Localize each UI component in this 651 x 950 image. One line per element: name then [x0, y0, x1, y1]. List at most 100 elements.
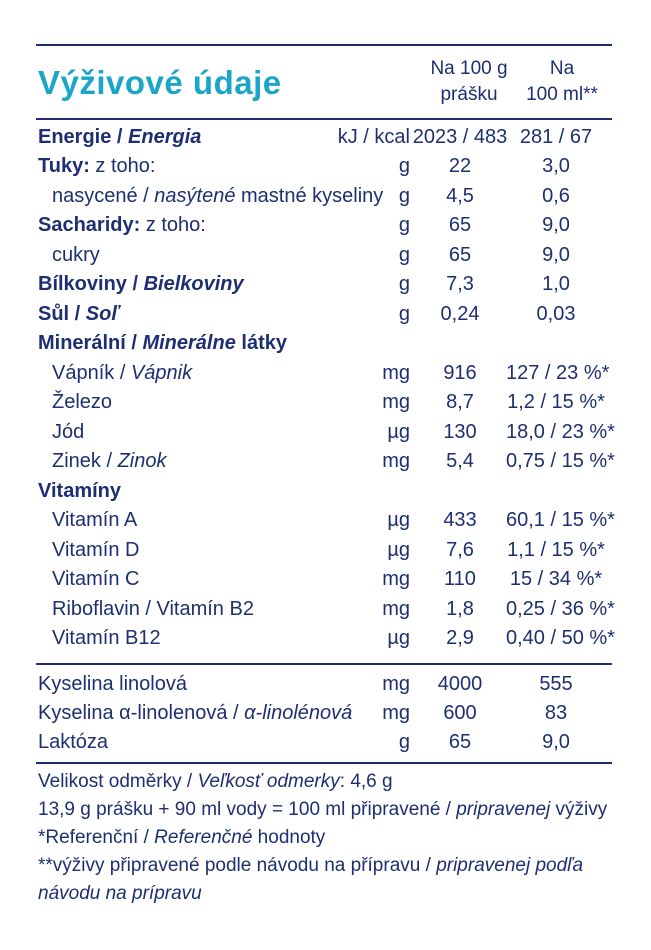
- nutrient-unit: g: [398, 243, 410, 266]
- value-per-100ml: 0,03: [536, 302, 576, 325]
- nutrient-label: Vápník / Vápnik: [52, 359, 192, 388]
- label-part: Sacharidy:: [38, 214, 141, 236]
- label-part: mastné kyseliny: [235, 184, 384, 207]
- nutrient-unit: mg: [382, 702, 410, 724]
- top-rule: [36, 44, 612, 46]
- value-per-100ml: 15 / 34 %*: [509, 568, 603, 590]
- label-part: pripravenej: [456, 799, 551, 820]
- nutrient-row: Bílkoviny / Bielkoviny g 7,3 1,0: [0, 270, 651, 299]
- nutrient-unit: mg: [382, 673, 410, 695]
- label-part: nasýtené: [154, 184, 236, 207]
- value-per-100ml: 1,2 / 15 %*: [507, 391, 605, 413]
- label-part: Laktóza: [38, 731, 109, 753]
- label-part: Riboflavin / Vitamín B2: [52, 597, 254, 620]
- nutrient-label: Vitamín C: [52, 565, 139, 594]
- nutrient-row: Minerální / Minerálne látky: [0, 329, 651, 358]
- label-part: **výživy připravené podle návodu na příp…: [38, 855, 437, 876]
- nutrient-row: Tuky: z toho: g 22 3,0: [0, 152, 651, 181]
- nutrient-row: Vitamín B12 µg 2,9 0,40 / 50 %*: [0, 624, 651, 653]
- label-part: Vápnik: [130, 361, 193, 384]
- value-per-100g: 110: [444, 568, 476, 590]
- footer-line: 13,9 g prášku + 90 ml vody = 100 ml přip…: [38, 796, 607, 824]
- label-part: Vitamín A: [52, 509, 138, 531]
- value-per-100ml: 9,0: [542, 731, 570, 753]
- value-per-100g: 0,24: [440, 302, 480, 325]
- header-per-100g: Na 100 g prášku: [430, 58, 508, 105]
- label-part: pripravenej podľa: [436, 855, 584, 876]
- nutrient-label: Laktóza: [38, 728, 108, 757]
- nutrient-unit: µg: [387, 509, 410, 531]
- nutrient-row: Jód µg 130 18,0 / 23 %*: [0, 418, 651, 447]
- nutrient-row: Riboflavin / Vitamín B2 mg 1,8 0,25 / 36 %*: [0, 595, 651, 624]
- label-part: Vitamíny: [38, 479, 121, 502]
- label-part: Veľkosť odmerky: [197, 771, 340, 792]
- mid-rule: [36, 663, 612, 665]
- bottom-rule: [36, 762, 612, 764]
- energy-unit: kJ / kcal: [337, 126, 410, 148]
- nutrient-label: Sůl / Soľ: [38, 300, 119, 329]
- label-part: hodnoty: [252, 827, 326, 848]
- label-part: Železo: [52, 391, 113, 413]
- nutrient-row: cukry g 65 9,0: [0, 241, 651, 270]
- value-per-100g: 65: [448, 243, 472, 266]
- nutrient-label: Vitamíny: [38, 477, 121, 506]
- nutrient-label: Bílkoviny / Bielkoviny: [38, 270, 244, 299]
- value-per-100ml: 18,0 / 23 %*: [506, 420, 615, 443]
- nutrient-row: Laktóza g 65 9,0: [0, 728, 651, 757]
- page-title: Výživové údaje: [38, 64, 282, 101]
- nutrient-row: Sacharidy: z toho: g 65 9,0: [0, 211, 651, 240]
- value-per-100g: 65: [448, 214, 472, 236]
- value-per-100ml: 555: [539, 673, 573, 695]
- header-per-100ml: Na 100 ml**: [526, 58, 598, 105]
- footer-line: Velikost odměrky / Veľkosť odmerky: 4,6 …: [38, 768, 393, 796]
- energy-value-100ml: 281 / 67: [519, 126, 593, 148]
- nutrient-row: Sůl / Soľ g 0,24 0,03: [0, 300, 651, 329]
- label-part: Bílkoviny /: [38, 273, 144, 295]
- nutrient-unit: mg: [382, 361, 410, 384]
- nutrient-label: Kyselina linolová: [38, 670, 187, 699]
- value-per-100g: 5,4: [446, 450, 474, 472]
- nutrient-row: Vitamíny: [0, 477, 651, 506]
- nutrient-unit: g: [398, 731, 410, 753]
- nutrient-unit: µg: [387, 627, 410, 649]
- nutrient-unit: g: [398, 302, 410, 325]
- value-per-100ml: 3,0: [542, 155, 570, 177]
- energy-row: Energie / Energia kJ / kcal 2023 / 483 2…: [0, 123, 651, 152]
- value-per-100ml: 60,1 / 15 %*: [506, 509, 615, 531]
- nutrient-row: Železo mg 8,7 1,2 / 15 %*: [0, 388, 651, 417]
- value-per-100g: 433: [443, 509, 477, 531]
- footer-line: **výživy připravené podle návodu na příp…: [38, 852, 583, 880]
- value-per-100g: 8,7: [446, 391, 474, 413]
- nutrient-unit: g: [398, 273, 410, 295]
- nutrient-unit: mg: [382, 597, 410, 620]
- nutrient-unit: g: [398, 214, 410, 236]
- label-part: Kyselina α-linolenová /: [38, 702, 245, 724]
- nutrient-unit: mg: [382, 450, 410, 472]
- label-part: Soľ: [85, 302, 120, 325]
- nutrient-label: Vitamín A: [52, 506, 137, 535]
- nutrient-label: Riboflavin / Vitamín B2: [52, 595, 254, 624]
- value-per-100g: 1,8: [446, 597, 474, 620]
- value-per-100g: 4,5: [446, 184, 474, 207]
- footer-line: *Referenční / Referenčné hodnoty: [38, 824, 325, 852]
- nutrient-unit: µg: [387, 420, 410, 443]
- nutrient-row: Zinek / Zinok mg 5,4 0,75 / 15 %*: [0, 447, 651, 476]
- nutrient-label: Jód: [52, 418, 84, 447]
- nutrient-unit: µg: [387, 538, 410, 561]
- label-part: *Referenční /: [38, 827, 155, 848]
- label-part: Minerálne: [142, 332, 236, 354]
- label-part: Jód: [52, 420, 85, 443]
- value-per-100g: 7,6: [446, 538, 474, 561]
- energy-label: Energie: [38, 126, 112, 148]
- value-per-100g: 4000: [437, 673, 483, 695]
- value-per-100g: 22: [448, 155, 472, 177]
- value-per-100g: 2,9: [446, 627, 474, 649]
- label-part: Referenčné: [154, 827, 253, 848]
- nutrient-unit: mg: [382, 568, 410, 590]
- nutrient-row: Vitamín C mg 110 15 / 34 %*: [0, 565, 651, 594]
- nutrient-row: Vápník / Vápnik mg 916 127 / 23 %*: [0, 359, 651, 388]
- value-per-100ml: 1,0: [542, 273, 570, 295]
- nutrient-label: Vitamín B12: [52, 624, 161, 653]
- label-part: Vitamín B12: [52, 627, 161, 649]
- label-part: Zinek /: [52, 450, 118, 472]
